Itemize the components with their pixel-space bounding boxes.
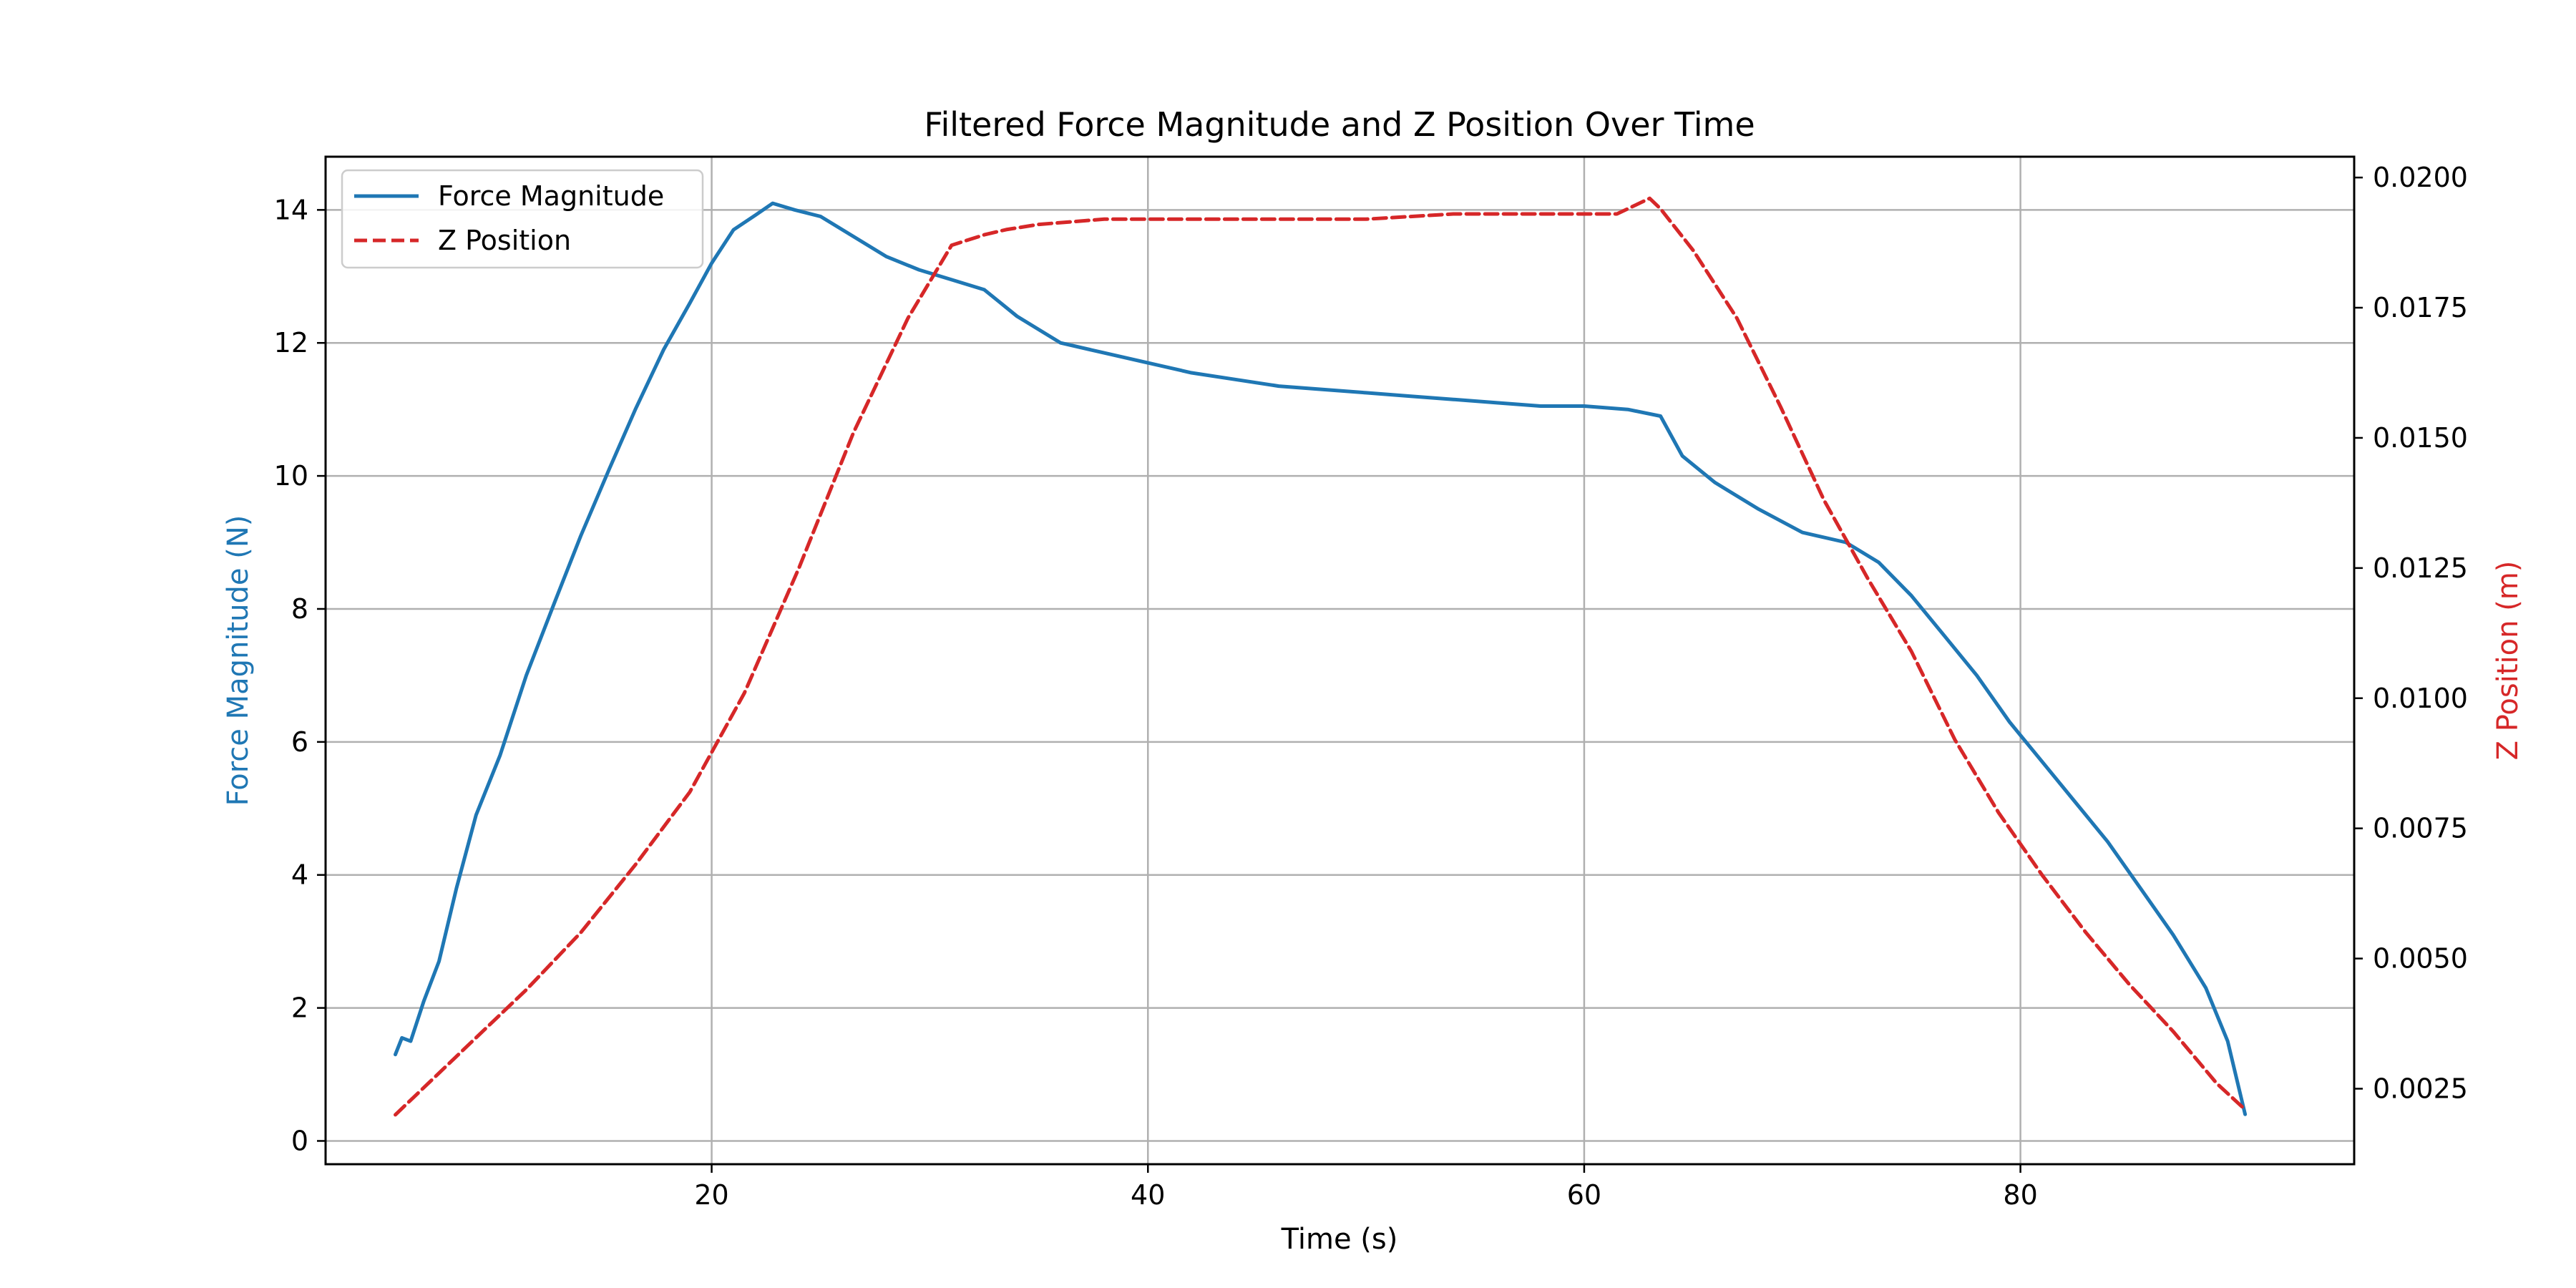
x-tick-label: 40: [1131, 1179, 1165, 1211]
axis-ticks: 20 40 60 80 0 2 4 6 8 10 12 14 0.0025 0.0050 0.0075 0.0…: [274, 162, 2468, 1211]
y-tick-label-left: 0: [291, 1125, 308, 1156]
y-axis-label-right: Z Position (m): [2492, 561, 2524, 761]
legend-label-z: Z Position: [438, 225, 571, 256]
y-tick-label-left: 6: [291, 726, 308, 758]
x-tick-label: 80: [2003, 1179, 2037, 1211]
y-tick-label-left: 14: [274, 194, 308, 225]
series-layer: [394, 196, 2248, 1117]
y-tick-label-left: 8: [291, 593, 308, 625]
y-tick-label-right: 0.0175: [2373, 292, 2468, 323]
force-magnitude-series-line: [394, 201, 2248, 1116]
x-tick-label: 20: [694, 1179, 728, 1211]
y-tick-label-right: 0.0150: [2373, 422, 2468, 454]
y-tick-label-right: 0.0050: [2373, 943, 2468, 975]
legend: Force Magnitude Z Position: [341, 169, 704, 269]
x-axis-label: Time (s): [1281, 1223, 1398, 1256]
y-tick-label-left: 4: [291, 859, 308, 891]
y-tick-label-right: 0.0025: [2373, 1073, 2468, 1104]
y-tick-label-left: 2: [291, 992, 308, 1024]
y-tick-label-left: 10: [274, 460, 308, 492]
y-tick-label-right: 0.0200: [2373, 162, 2468, 193]
grid: [326, 157, 2354, 1164]
legend-box: [341, 169, 704, 269]
y-axis-label-left: Force Magnitude (N): [222, 515, 255, 806]
plot-frame: [324, 155, 2356, 1166]
y-tick-label-right: 0.0100: [2373, 683, 2468, 714]
legend-label-force: Force Magnitude: [438, 180, 664, 212]
y-tick-label-left: 12: [274, 327, 308, 358]
y-tick-label-right: 0.0075: [2373, 813, 2468, 844]
chart-title: Filtered Force Magnitude and Z Position …: [924, 105, 1755, 144]
x-tick-label: 60: [1567, 1179, 1601, 1211]
z-position-series-line: [394, 196, 2248, 1117]
y-tick-label-right: 0.0125: [2373, 552, 2468, 584]
